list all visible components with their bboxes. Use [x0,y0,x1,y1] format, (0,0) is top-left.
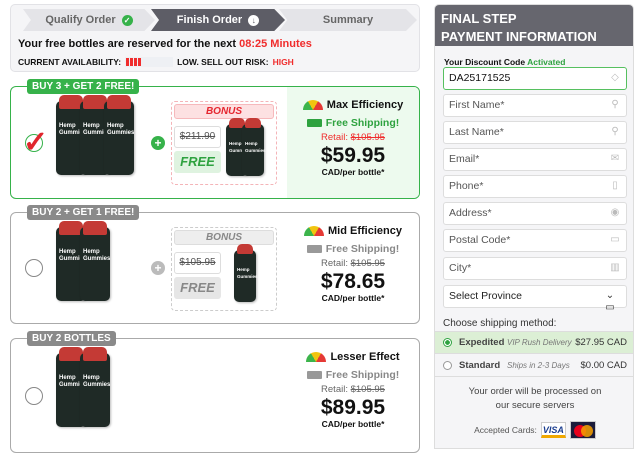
price-area: Max Efficiency Free Shipping! Retail: $1… [287,87,419,198]
shipping-label: Choose shipping method: [443,318,557,329]
price: $78.65 [320,270,386,293]
step-summary: Summary [279,9,417,31]
offer-radio[interactable] [25,259,43,277]
gauge-icon [302,100,323,110]
offer-buy2[interactable]: BUY 2 BOTTLES Lesser Effect Free Shippin… [10,331,420,453]
mastercard-icon [569,421,596,439]
panel-header: FINAL STEP PAYMENT INFORMATION [435,5,633,46]
user-icon: ⚲ [611,99,619,110]
plus-icon: + [151,135,165,150]
payment-panel: FINAL STEP PAYMENT INFORMATION Your Disco… [434,4,634,449]
user-icon: ⚲ [611,126,619,137]
price-area: Mid Efficiency Free Shipping! Retail: $1… [287,213,419,323]
offer-badge: BUY 2 + GET 1 FREE! [27,205,140,220]
countdown-timer: 08:25 Minutes [239,38,312,50]
visa-icon: VISA [540,422,566,438]
mail-icon: ✉ [610,153,620,164]
offer-radio[interactable] [25,386,43,405]
offer-badge: BUY 3 + GET 2 FREE! [27,79,140,94]
price: $89.95 [320,396,386,419]
email-input[interactable]: Email* ✉ [443,148,627,171]
discount-code-input[interactable]: DA25171525 ◇ [443,67,627,90]
location-icon: ◉ [610,207,620,218]
address-input[interactable]: Address* ◉ [443,202,627,225]
shipping-standard[interactable]: Standard Ships in 2-3 Days $0.00 CAD [435,354,633,377]
truck-icon [306,371,322,379]
offer-buy2-get1[interactable]: BUY 2 + GET 1 FREE! + BONUS $105.95 FREE… [10,205,420,324]
truck-icon [306,245,322,253]
bonus-box: BONUS $211.90 FREE [171,101,277,185]
gauge-icon [304,226,325,236]
check-circle-icon: ✓ [121,14,133,26]
discount-label: Your Discount Code Activated [444,57,566,67]
arrow-down-circle-icon: ↓ [248,14,260,26]
bonus-box: BONUS $105.95 FREE [171,227,277,311]
first-name-input[interactable]: First Name* ⚲ [443,94,627,117]
tag-icon: ◇ [611,72,619,83]
radio[interactable] [443,338,452,347]
zip-icon: ▭ [610,234,620,245]
price-area: Lesser Effect Free Shipping! Retail: $10… [287,339,419,452]
price: $59.95 [320,144,386,167]
offer-radio[interactable] [25,133,43,152]
order-status-box: Qualify Order ✓ Finish Order ↓ Summary You… [10,4,420,72]
step-finish-order: Finish Order ↓ [151,9,285,31]
offer-buy3-get2[interactable]: BUY 3 + GET 2 FREE! ✓ + BONUS $211.90 FR… [10,79,420,199]
province-select[interactable]: Select Province ⌄ ▭ [443,285,627,313]
product-bottles [56,347,110,427]
postal-code-input[interactable]: Postal Code* ▭ [443,229,627,252]
phone-icon: ▯ [612,180,618,191]
secure-note: Your order will be processed on our secur… [468,386,602,411]
accepted-cards: Accepted Cards: VISA [435,421,633,439]
product-bottles [56,95,134,175]
radio[interactable] [443,360,452,370]
last-name-input[interactable]: Last Name* ⚲ [443,121,627,144]
phone-input[interactable]: Phone* ▯ [443,175,627,198]
chevron-down-icon: ⌄ ▭ [605,290,615,313]
step-qualify-order: Qualify Order ✓ [23,9,155,31]
checkmark-icon: ✓ [23,126,49,159]
reserve-text: Your free bottles are reserved for the n… [18,38,312,50]
product-bottles [56,221,110,301]
availability-bar [125,57,174,67]
plus-icon: + [151,261,165,275]
city-input[interactable]: City* ▥ [443,257,627,280]
truck-icon [306,119,322,127]
building-icon: ▥ [610,262,620,273]
shipping-expedited[interactable]: Expedited VIP Rush Delivery $27.95 CAD [435,331,633,354]
offer-badge: BUY 2 BOTTLES [27,331,116,346]
availability: CURRENT AVAILABILITY: LOW. SELL OUT RISK:… [18,57,294,67]
gauge-icon [306,352,327,362]
